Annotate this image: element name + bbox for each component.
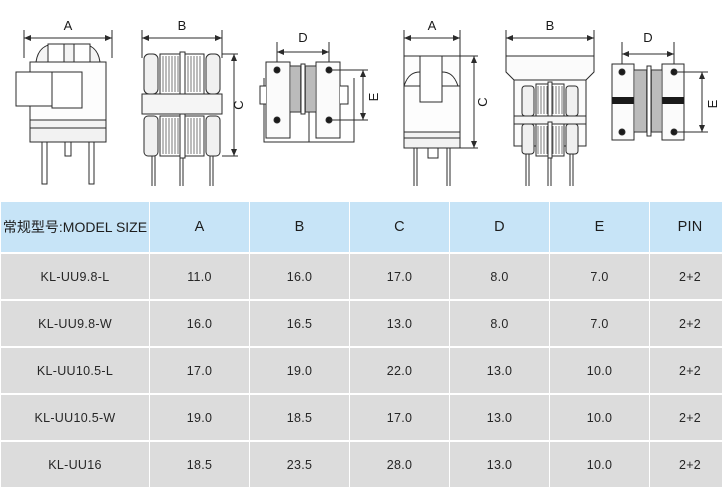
- header-b: B: [250, 202, 349, 252]
- cell-a: 19.0: [150, 395, 249, 440]
- cell-d: 13.0: [450, 348, 549, 393]
- cell-pin: 2+2: [650, 348, 722, 393]
- dimension-label-d: D: [298, 30, 307, 45]
- technical-drawings-panel: A: [0, 0, 722, 198]
- header-model-size: 常规型号:MODEL SIZE: [1, 202, 149, 252]
- cell-pin: 2+2: [650, 442, 722, 487]
- cell-d: 8.0: [450, 254, 549, 299]
- cell-pin: 2+2: [650, 301, 722, 346]
- cell-model: KL-UU10.5-W: [1, 395, 149, 440]
- dimension-label-a: A: [64, 18, 73, 33]
- cell-model: KL-UU16: [1, 442, 149, 487]
- dimension-label-a: A: [428, 18, 437, 33]
- table-header-row: 常规型号:MODEL SIZE A B C D E PIN: [1, 202, 722, 252]
- cell-c: 22.0: [350, 348, 449, 393]
- cell-b: 16.5: [250, 301, 349, 346]
- figure-top-view-type2: D E: [600, 0, 722, 198]
- cell-e: 10.0: [550, 395, 649, 440]
- figure-top-view-type1: D E: [250, 0, 385, 198]
- cell-model: KL-UU10.5-L: [1, 348, 149, 393]
- cell-c: 17.0: [350, 395, 449, 440]
- table-row: KL-UU9.8-W 16.0 16.5 13.0 8.0 7.0 2+2: [1, 301, 722, 346]
- header-d: D: [450, 202, 549, 252]
- figure-side-view-type1: B C: [130, 0, 245, 198]
- cell-c: 17.0: [350, 254, 449, 299]
- cell-c: 13.0: [350, 301, 449, 346]
- table-row: KL-UU10.5-W 19.0 18.5 17.0 13.0 10.0 2+2: [1, 395, 722, 440]
- cell-b: 23.5: [250, 442, 349, 487]
- cell-b: 16.0: [250, 254, 349, 299]
- cell-d: 13.0: [450, 442, 549, 487]
- dimension-label-c: C: [231, 100, 245, 109]
- cell-a: 16.0: [150, 301, 249, 346]
- header-e: E: [550, 202, 649, 252]
- cell-e: 7.0: [550, 254, 649, 299]
- header-c: C: [350, 202, 449, 252]
- cell-d: 8.0: [450, 301, 549, 346]
- cell-b: 18.5: [250, 395, 349, 440]
- cell-model: KL-UU9.8-L: [1, 254, 149, 299]
- cell-e: 10.0: [550, 348, 649, 393]
- cell-model: KL-UU9.8-W: [1, 301, 149, 346]
- cell-a: 18.5: [150, 442, 249, 487]
- dimension-label-b: B: [178, 18, 187, 33]
- figure-front-view-type1: A: [8, 0, 128, 198]
- cell-pin: 2+2: [650, 254, 722, 299]
- figure-front-view-type2: A C: [392, 0, 492, 198]
- table-row: KL-UU16 18.5 23.5 28.0 13.0 10.0 2+2: [1, 442, 722, 487]
- figure-side-view-type2: B: [494, 0, 606, 198]
- dimension-label-d: D: [643, 30, 652, 45]
- dimension-label-b: B: [546, 18, 555, 33]
- cell-pin: 2+2: [650, 395, 722, 440]
- cell-a: 11.0: [150, 254, 249, 299]
- table-row: KL-UU9.8-L 11.0 16.0 17.0 8.0 7.0 2+2: [1, 254, 722, 299]
- cell-c: 28.0: [350, 442, 449, 487]
- model-size-table: 常规型号:MODEL SIZE A B C D E PIN KL-UU9.8-L…: [0, 200, 722, 489]
- cell-e: 7.0: [550, 301, 649, 346]
- header-pin: PIN: [650, 202, 722, 252]
- dimension-label-e: E: [366, 92, 381, 101]
- dimension-label-e: E: [705, 99, 720, 108]
- cell-e: 10.0: [550, 442, 649, 487]
- cell-b: 19.0: [250, 348, 349, 393]
- dimension-label-c: C: [475, 97, 490, 106]
- header-a: A: [150, 202, 249, 252]
- cell-d: 13.0: [450, 395, 549, 440]
- cell-a: 17.0: [150, 348, 249, 393]
- table-row: KL-UU10.5-L 17.0 19.0 22.0 13.0 10.0 2+2: [1, 348, 722, 393]
